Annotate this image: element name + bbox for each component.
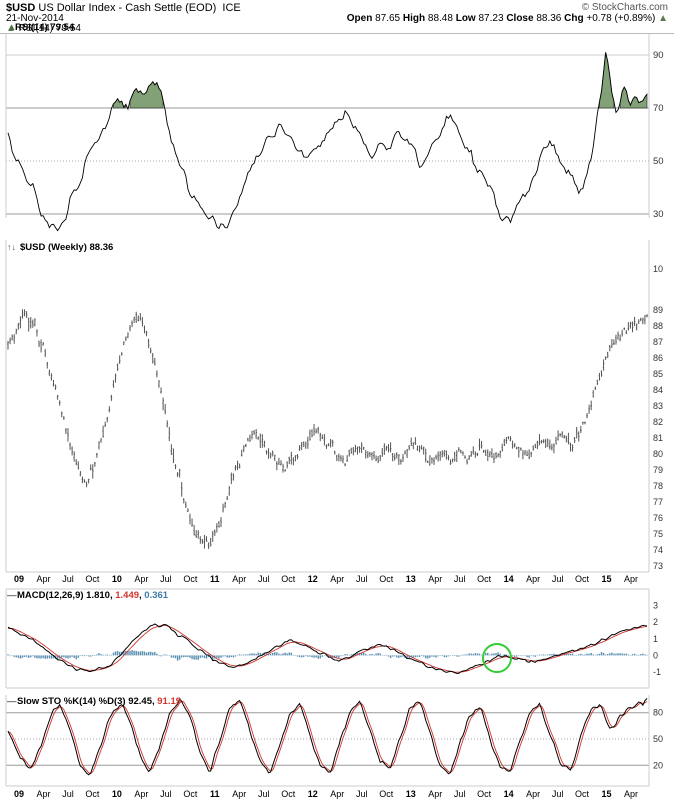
svg-text:1: 1 [653, 634, 658, 644]
svg-text:14: 14 [504, 789, 514, 799]
svg-text:Apr: Apr [36, 574, 50, 584]
svg-text:70: 70 [653, 103, 664, 114]
svg-text:80: 80 [653, 449, 663, 459]
svg-text:50: 50 [653, 156, 664, 167]
svg-text:$USD (Weekly) 88.36: $USD (Weekly) 88.36 [20, 242, 113, 253]
svg-text:Apr: Apr [134, 574, 148, 584]
svg-text:Oct: Oct [379, 574, 394, 584]
svg-text:—: — [7, 696, 17, 707]
svg-text:Apr: Apr [428, 574, 442, 584]
svg-text:2: 2 [653, 617, 658, 627]
svg-text:80: 80 [653, 708, 663, 718]
svg-text:85: 85 [653, 369, 663, 379]
svg-text:Oct: Oct [85, 574, 100, 584]
svg-text:10: 10 [653, 264, 663, 274]
svg-text:Oct: Oct [575, 574, 590, 584]
svg-text:MACD(12,26,9) 1.810, 1.449, 0.: MACD(12,26,9) 1.810, 1.449, 0.361 [17, 590, 169, 601]
svg-text:Jul: Jul [62, 789, 74, 799]
svg-text:30: 30 [653, 209, 664, 220]
svg-text:RSI(14) 79.54: RSI(14) 79.54 [15, 22, 75, 33]
svg-text:Jul: Jul [258, 574, 270, 584]
svg-text:Oct: Oct [281, 574, 296, 584]
svg-text:87: 87 [653, 337, 663, 347]
svg-text:Apr: Apr [330, 789, 344, 799]
svg-text:76: 76 [653, 513, 663, 523]
svg-text:75: 75 [653, 529, 663, 539]
svg-text:74: 74 [653, 545, 663, 555]
svg-text:13: 13 [406, 789, 416, 799]
svg-text:Apr: Apr [36, 789, 50, 799]
svg-text:10: 10 [112, 574, 122, 584]
svg-text:Oct: Oct [379, 789, 394, 799]
svg-text:—: — [7, 590, 17, 601]
svg-text:15: 15 [601, 574, 611, 584]
svg-text:20: 20 [653, 760, 663, 770]
svg-text:Apr: Apr [624, 789, 638, 799]
svg-text:Apr: Apr [232, 574, 246, 584]
svg-text:Oct: Oct [281, 789, 296, 799]
svg-text:88: 88 [653, 321, 663, 331]
svg-text:77: 77 [653, 497, 663, 507]
svg-text:90: 90 [653, 50, 664, 61]
svg-text:Oct: Oct [183, 574, 198, 584]
svg-text:84: 84 [653, 385, 663, 395]
svg-text:12: 12 [308, 574, 318, 584]
svg-text:Jul: Jul [356, 789, 368, 799]
svg-text:Oct: Oct [183, 789, 198, 799]
svg-text:3: 3 [653, 601, 658, 611]
svg-text:50: 50 [653, 734, 663, 744]
svg-text:Apr: Apr [330, 574, 344, 584]
svg-text:Oct: Oct [575, 789, 590, 799]
svg-text:82: 82 [653, 417, 663, 427]
svg-text:Apr: Apr [624, 574, 638, 584]
svg-text:10: 10 [112, 789, 122, 799]
svg-text:Jul: Jul [62, 574, 74, 584]
svg-text:Apr: Apr [428, 789, 442, 799]
svg-text:73: 73 [653, 561, 663, 571]
svg-text:15: 15 [601, 789, 611, 799]
svg-text:Apr: Apr [232, 789, 246, 799]
svg-text:11: 11 [210, 574, 220, 584]
svg-text:83: 83 [653, 401, 663, 411]
svg-text:Apr: Apr [134, 789, 148, 799]
svg-text:12: 12 [308, 789, 318, 799]
svg-text:Oct: Oct [477, 789, 492, 799]
svg-text:Jul: Jul [552, 789, 564, 799]
svg-text:Jul: Jul [160, 574, 172, 584]
svg-text:Oct: Oct [477, 574, 492, 584]
svg-text:89: 89 [653, 305, 663, 315]
svg-text:Jul: Jul [258, 789, 270, 799]
svg-text:Jul: Jul [160, 789, 172, 799]
svg-text:09: 09 [14, 574, 24, 584]
svg-text:Oct: Oct [85, 789, 100, 799]
svg-text:81: 81 [653, 433, 663, 443]
svg-text:79: 79 [653, 465, 663, 475]
svg-text:0: 0 [653, 650, 658, 660]
svg-text:Apr: Apr [526, 574, 540, 584]
svg-text:Slow STO %K(14) %D(3) 92.45, 9: Slow STO %K(14) %D(3) 92.45, 91.19 [17, 696, 181, 707]
svg-text:Jul: Jul [454, 789, 466, 799]
svg-text:Jul: Jul [552, 574, 564, 584]
svg-text:↑↓: ↑↓ [7, 242, 16, 252]
svg-text:-1: -1 [653, 667, 661, 677]
svg-text:86: 86 [653, 353, 663, 363]
svg-text:Apr: Apr [526, 789, 540, 799]
svg-text:09: 09 [14, 789, 24, 799]
svg-text:78: 78 [653, 481, 663, 491]
svg-text:13: 13 [406, 574, 416, 584]
svg-text:14: 14 [504, 574, 514, 584]
svg-text:Jul: Jul [356, 574, 368, 584]
svg-text:Jul: Jul [454, 574, 466, 584]
svg-text:11: 11 [210, 789, 220, 799]
